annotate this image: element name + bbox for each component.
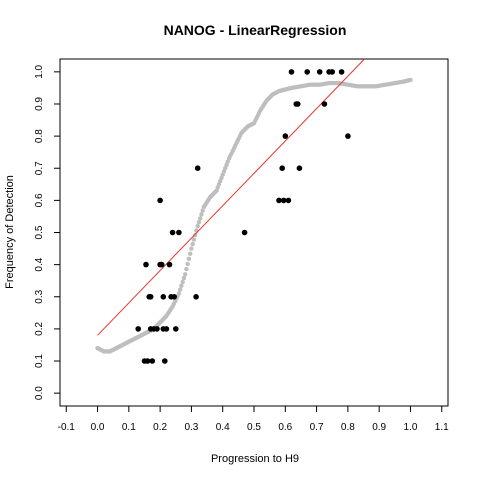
- observed-point: [147, 294, 154, 300]
- x-tick-label: 1.1: [435, 422, 449, 433]
- observed-point: [160, 294, 167, 300]
- observed-point: [316, 69, 323, 75]
- observed-point: [285, 197, 292, 204]
- x-tick-label: 0.4: [216, 422, 230, 433]
- observed-point: [169, 229, 176, 236]
- smoothed-point: [180, 279, 185, 285]
- plot-area: [59, 58, 449, 407]
- smoothed-point: [199, 212, 204, 217]
- smoothed-point: [176, 291, 182, 296]
- smoothed-point: [186, 256, 192, 261]
- observed-point: [143, 261, 149, 268]
- smoothed-point: [221, 169, 227, 174]
- smoothed-point: [193, 232, 198, 238]
- observed-point: [135, 326, 141, 332]
- x-axis: -0.1 0.0 0.1 0.2 0.3 0.4 0.5 0.6 0.7 0.8 0.9 1.0 1.1: [58, 406, 449, 433]
- x-tick-label: 0.6: [278, 422, 292, 433]
- smoothed-point: [178, 287, 183, 292]
- y-axis-label: Frequency of Detection: [4, 175, 16, 289]
- chart-title: NANOG - LinearRegression: [164, 22, 347, 38]
- smoothed-point: [184, 266, 189, 272]
- observed-point: [163, 326, 170, 332]
- observed-point: [193, 294, 199, 300]
- regression-line-segment: [97, 58, 365, 336]
- observed-point: [176, 229, 182, 236]
- smoothed-point: [189, 246, 194, 251]
- smoothed-point: [179, 283, 184, 288]
- observed-point: [144, 358, 151, 364]
- smoothed-point: [195, 223, 200, 229]
- x-tick-label: 0.8: [341, 422, 355, 433]
- y-tick-label: 0.1: [34, 354, 45, 368]
- observed-point: [149, 358, 156, 364]
- y-tick-label: 0.8: [34, 129, 45, 143]
- y-tick-label: 0.9: [34, 97, 45, 111]
- y-tick-label: 1.0: [34, 64, 45, 78]
- smoothed-point: [181, 275, 187, 281]
- observed-point: [157, 197, 163, 204]
- observed-point: [329, 69, 336, 75]
- x-tick-label: 0.2: [153, 422, 167, 433]
- observed-points: [135, 69, 351, 364]
- observed-point: [288, 69, 295, 75]
- observed-point: [166, 261, 173, 268]
- smoothed-curve: [95, 77, 413, 354]
- smoothed-point: [194, 228, 199, 233]
- regression-line: [97, 58, 365, 336]
- y-tick-label: 0.2: [34, 322, 45, 336]
- observed-point: [295, 101, 301, 107]
- x-tick-label: 1.0: [403, 422, 417, 433]
- x-tick-label: 0.3: [184, 422, 198, 433]
- smoothed-point: [198, 216, 203, 221]
- smoothed-point: [188, 251, 193, 256]
- observed-point: [279, 165, 286, 171]
- smoothed-point: [191, 237, 197, 242]
- observed-point: [173, 326, 179, 332]
- y-tick-label: 0.7: [34, 161, 45, 175]
- smoothed-point: [196, 220, 202, 225]
- observed-point: [276, 197, 282, 204]
- x-tick-label: 0.0: [91, 422, 105, 433]
- y-tick-label: 0.6: [34, 193, 45, 207]
- observed-point: [282, 133, 289, 139]
- observed-point: [345, 133, 351, 139]
- observed-point: [154, 326, 160, 332]
- smoothed-point: [185, 261, 190, 267]
- y-tick-label: 0.5: [34, 225, 45, 239]
- observed-point: [321, 101, 328, 107]
- y-axis: 0.0 0.1 0.2 0.3 0.4 0.5 0.6 0.7 0.8 0.9 1.0: [34, 64, 60, 400]
- observed-point: [194, 165, 201, 171]
- observed-point: [304, 69, 311, 75]
- smoothed-point: [183, 272, 188, 277]
- observed-point: [241, 229, 248, 236]
- x-axis-label: Progression to H9: [211, 453, 299, 465]
- smoothed-point: [200, 208, 205, 213]
- observed-point: [162, 358, 168, 364]
- x-tick-label: -0.1: [58, 422, 76, 433]
- x-tick-label: 0.5: [247, 422, 261, 433]
- x-tick-label: 0.9: [372, 422, 386, 433]
- observed-point: [171, 294, 177, 300]
- y-tick-label: 0.3: [34, 289, 45, 303]
- observed-point: [296, 165, 303, 171]
- y-tick-label: 0.0: [34, 386, 45, 400]
- observed-point: [280, 197, 287, 204]
- observed-point: [158, 261, 165, 268]
- x-tick-label: 0.7: [310, 422, 324, 433]
- y-tick-label: 0.4: [34, 257, 45, 271]
- smoothed-point: [190, 241, 195, 247]
- observed-point: [338, 69, 345, 75]
- smoothed-point: [408, 77, 413, 83]
- x-tick-label: 0.1: [122, 422, 136, 433]
